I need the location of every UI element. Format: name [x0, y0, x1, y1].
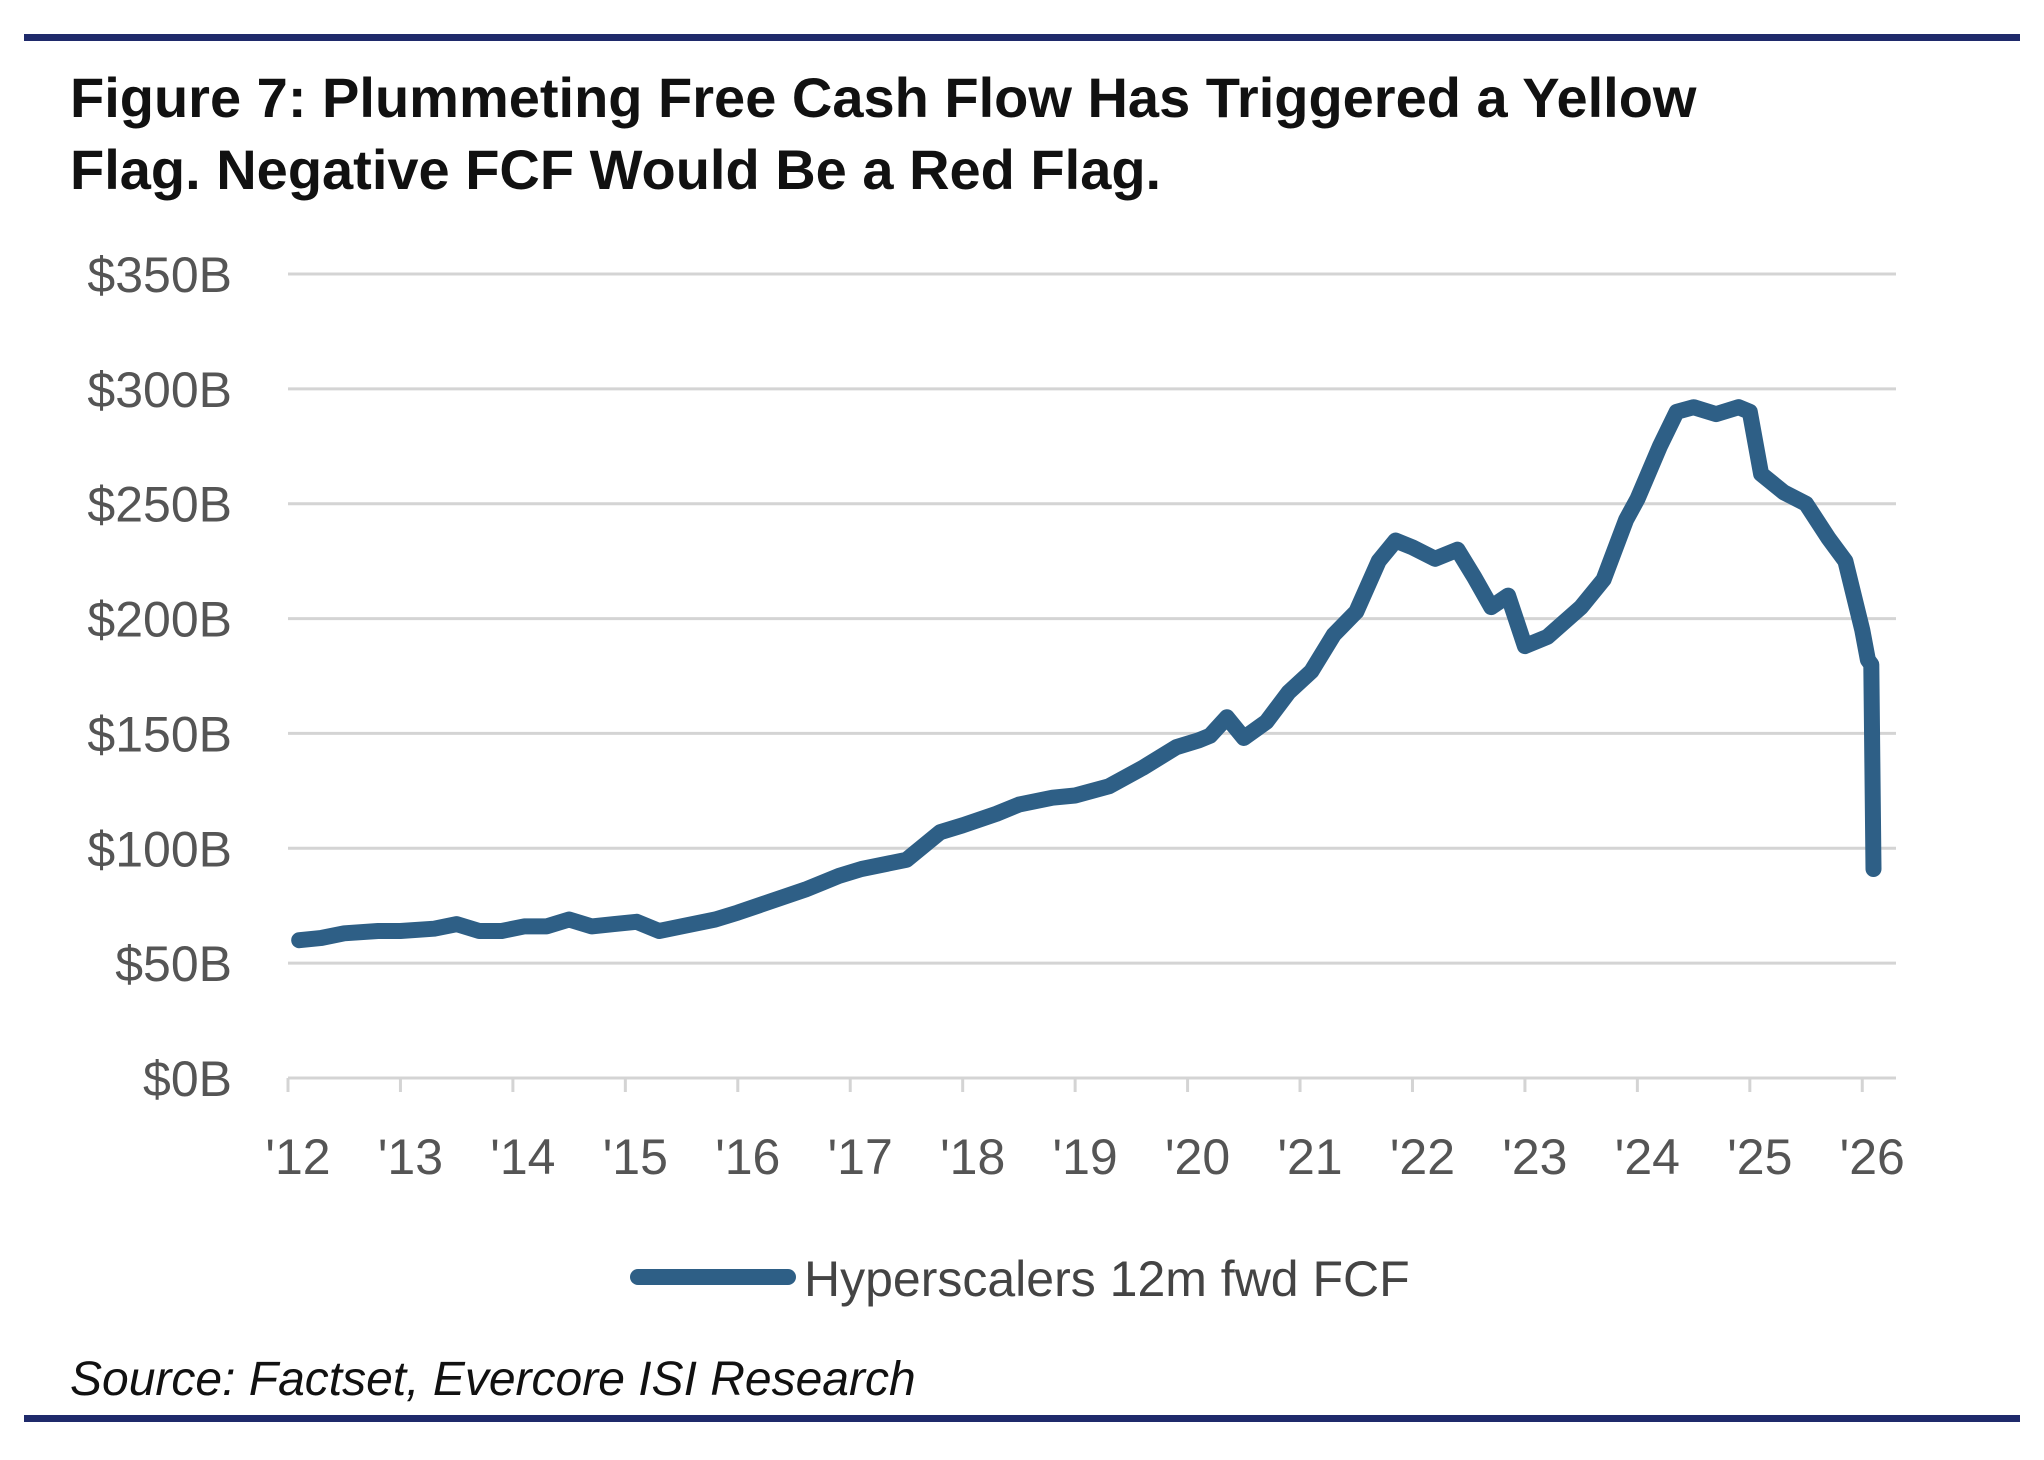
y-tick-label: $0B — [143, 1051, 232, 1107]
chart-title-line-1: Figure 7: Plummeting Free Cash Flow Has … — [70, 66, 1697, 129]
bottom-rule — [24, 1415, 2020, 1422]
x-tick-label: '15 — [603, 1129, 668, 1185]
x-tick-label: '22 — [1390, 1129, 1455, 1185]
x-tick-label: '25 — [1727, 1129, 1792, 1185]
y-tick-label: $200B — [87, 592, 232, 648]
x-tick-label: '18 — [940, 1129, 1005, 1185]
x-tick-label: '21 — [1277, 1129, 1342, 1185]
chart-title: Figure 7: Plummeting Free Cash Flow Has … — [70, 62, 1970, 206]
x-tick-label: '26 — [1840, 1129, 1905, 1185]
x-axis-tick-labels: '12 '13 '14 '15 '16 '17 '18 '19 '20 '21 '22 '23 '24 '… — [265, 1129, 1904, 1185]
y-tick-label: $50B — [115, 936, 232, 992]
y-axis-tick-labels: $0B $50B $100B $150B $200B $250B $300B $350B — [87, 247, 232, 1107]
x-tick-label: '13 — [378, 1129, 443, 1185]
y-tick-label: $250B — [87, 477, 232, 533]
x-tick-label: '17 — [828, 1129, 893, 1185]
x-tick-label: '20 — [1165, 1129, 1230, 1185]
y-tick-label: $150B — [87, 706, 232, 762]
y-tick-label: $300B — [87, 362, 232, 418]
y-tick-label: $350B — [87, 247, 232, 303]
x-tick-label: '14 — [490, 1129, 555, 1185]
x-tick-label: '16 — [715, 1129, 780, 1185]
x-tick-label: '23 — [1502, 1129, 1567, 1185]
series-group — [291, 399, 1882, 949]
x-tick-label: '12 — [265, 1129, 330, 1185]
x-tick-label: '19 — [1053, 1129, 1118, 1185]
legend: Hyperscalers 12m fwd FCF — [630, 1251, 1410, 1307]
x-axis — [286, 1076, 1896, 1092]
series-line — [291, 399, 1882, 949]
chart-title-line-2: Flag. Negative FCF Would Be a Red Flag. — [70, 138, 1162, 201]
y-tick-label: $100B — [87, 821, 232, 877]
source-note: Source: Factset, Evercore ISI Research — [70, 1353, 916, 1406]
gridlines — [288, 272, 1896, 965]
top-rule — [24, 34, 2020, 41]
x-tick-label: '24 — [1615, 1129, 1680, 1185]
legend-label: Hyperscalers 12m fwd FCF — [804, 1251, 1410, 1307]
